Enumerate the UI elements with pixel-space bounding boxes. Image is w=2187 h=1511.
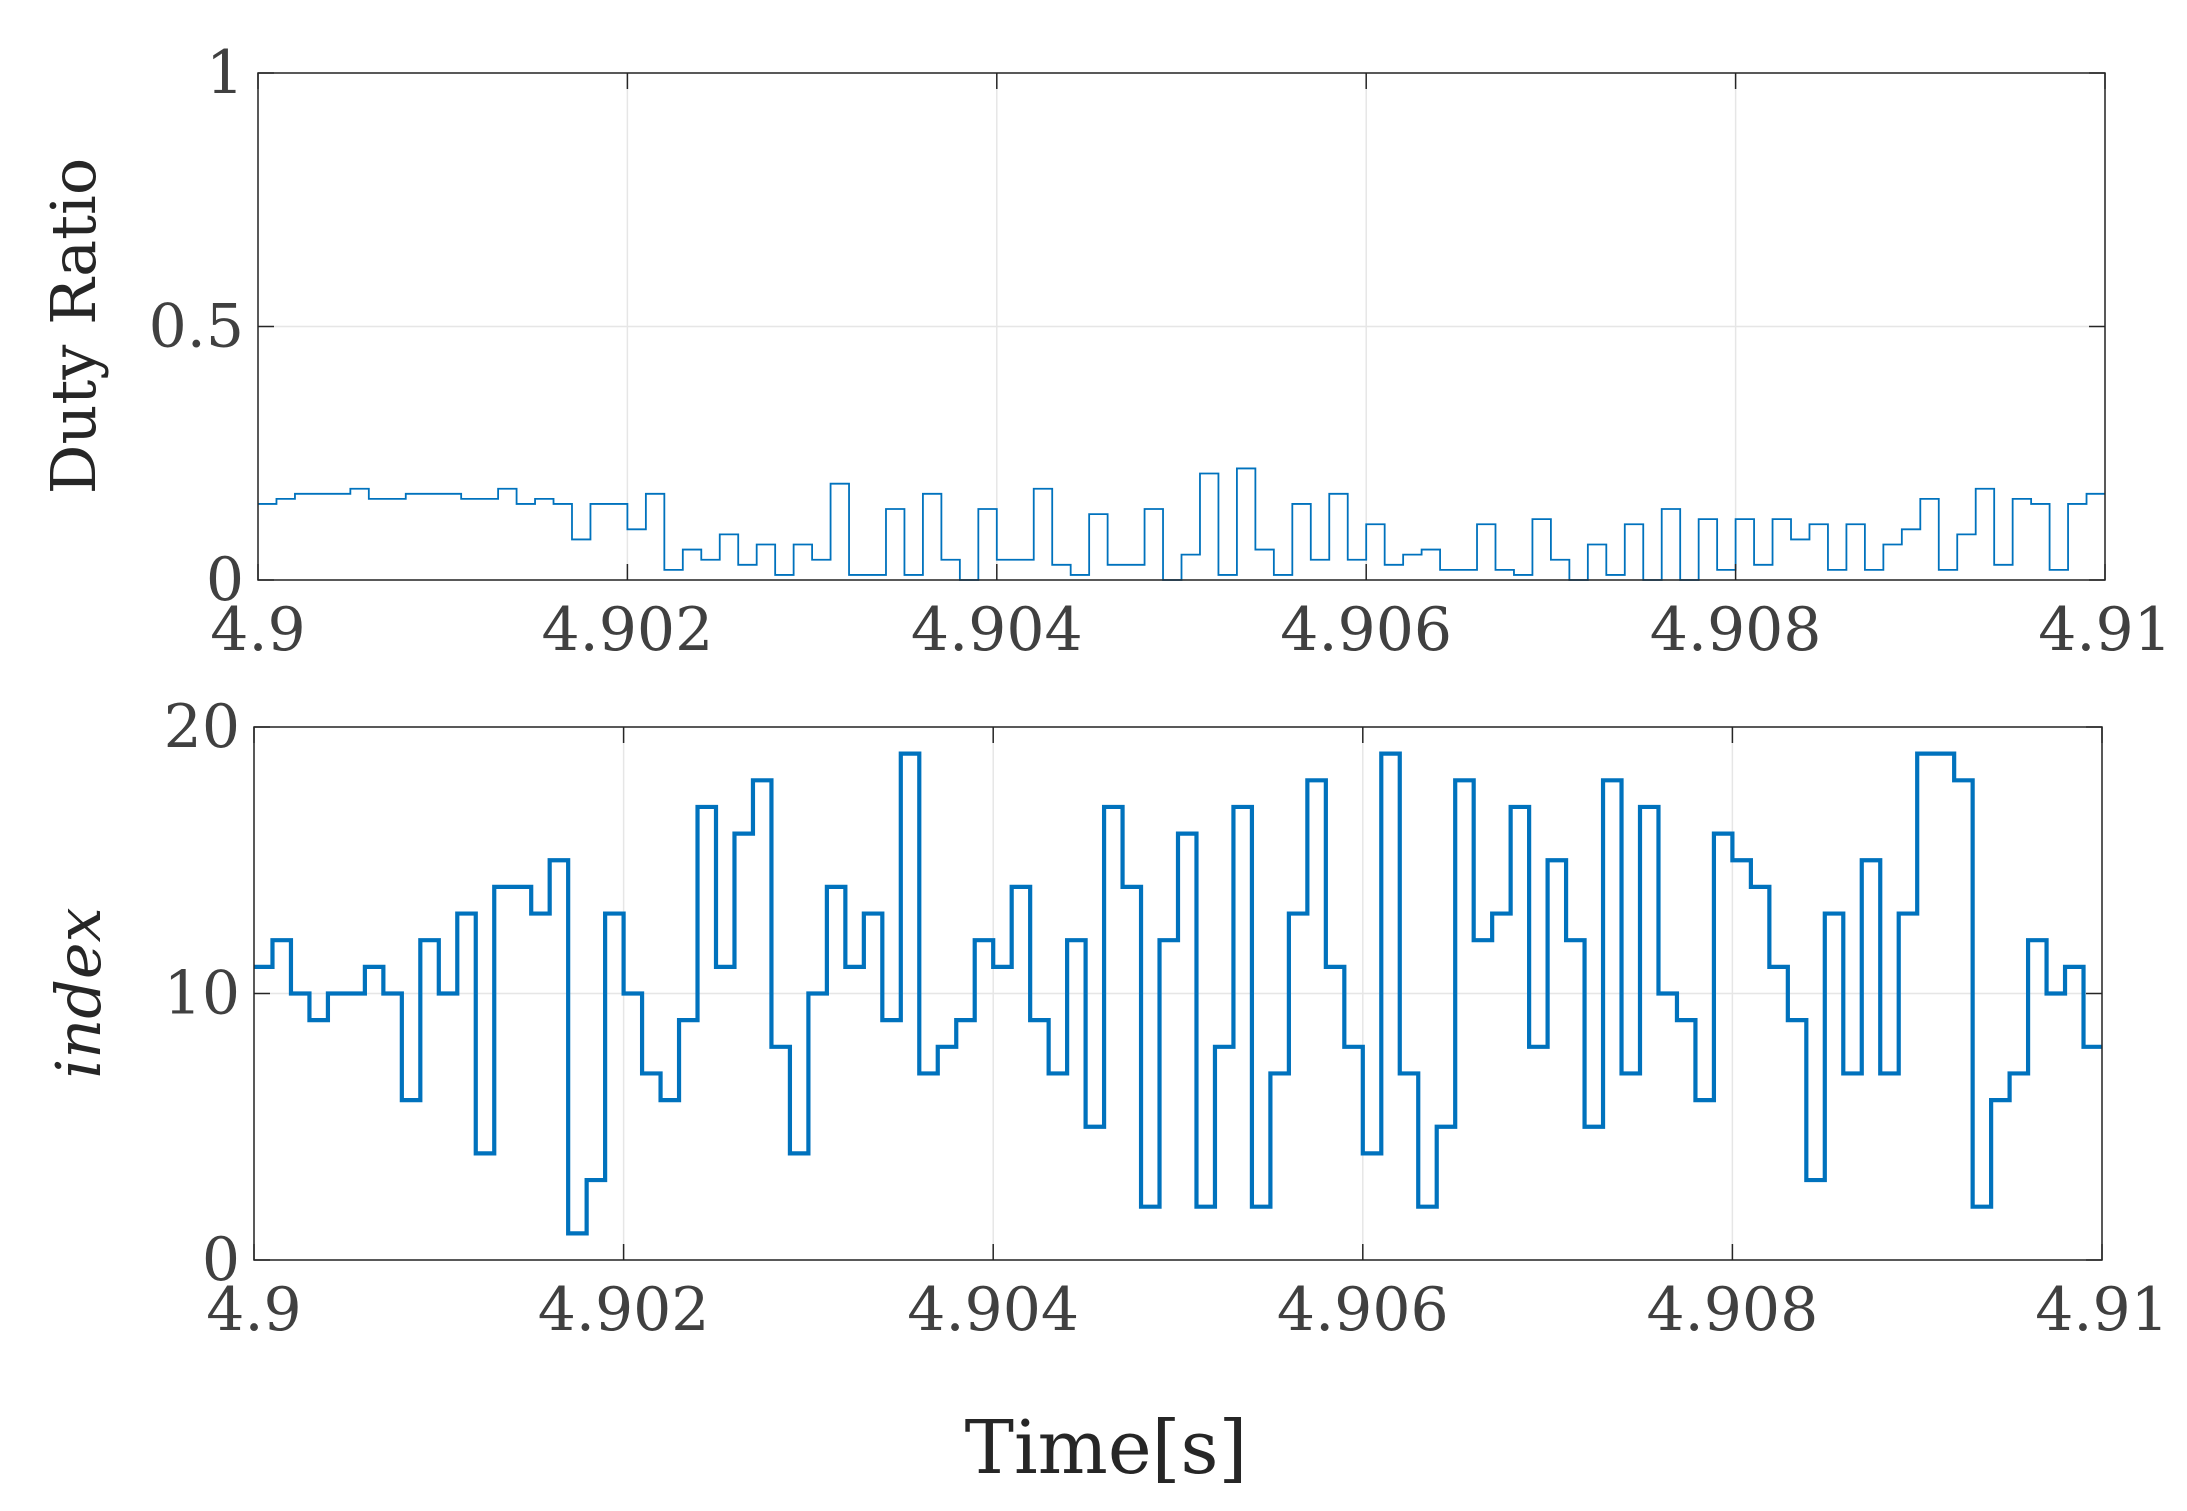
x-tick-label: 4.91 — [2038, 595, 2172, 665]
x-tick-label: 4.908 — [1647, 1275, 1819, 1345]
duty-ratio-panel: 4.9 4.902 4.904 4.906 4.908 4.91 0 0.5 1 Duty Rat… — [37, 38, 2172, 665]
x-tick-label: 4.904 — [911, 595, 1083, 665]
y-tick-label: 20 — [164, 692, 240, 762]
series-line — [258, 467, 2105, 581]
y-tick-label: 0 — [206, 545, 244, 615]
y-axis-label: index — [42, 907, 115, 1078]
x-tick-label: 4.906 — [1277, 1275, 1449, 1345]
x-tick-label: 4.9 — [206, 1275, 301, 1345]
x-tick-label: 4.91 — [2035, 1275, 2169, 1345]
index-panel: 4.9 4.902 4.904 4.906 4.908 4.91 0 10 20 index — [42, 692, 2169, 1345]
x-axis-label: Time[s] — [965, 1405, 1248, 1491]
y-tick-label: 10 — [164, 959, 240, 1029]
y-tick-label: 1 — [206, 38, 244, 108]
x-tick-label: 4.9 — [210, 595, 305, 665]
x-tick-label: 4.902 — [538, 1275, 710, 1345]
y-tick-label: 0 — [202, 1225, 240, 1295]
series-line — [254, 751, 2102, 1236]
x-tick-label: 4.906 — [1280, 595, 1452, 665]
y-axis-label: Duty Ratio — [37, 158, 110, 494]
x-tick-label: 4.908 — [1650, 595, 1822, 665]
y-tick-label: 0.5 — [149, 292, 244, 362]
x-tick-label: 4.902 — [542, 595, 714, 665]
x-tick-label: 4.904 — [907, 1275, 1079, 1345]
